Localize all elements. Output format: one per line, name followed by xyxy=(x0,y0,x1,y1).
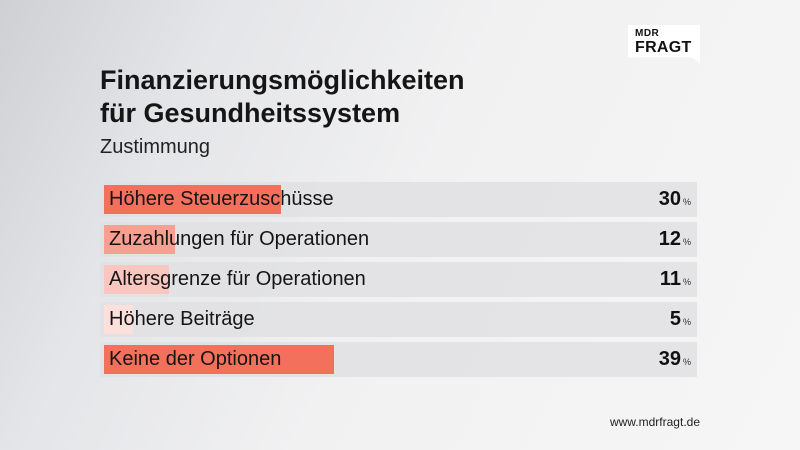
chart-title-line-1: Finanzierungsmöglichkeiten xyxy=(100,65,465,95)
bar-value-number: 5 xyxy=(669,308,681,330)
bar-row: Keine der Optionen 39% xyxy=(100,342,697,377)
bar xyxy=(104,305,133,334)
bar-value-unit: % xyxy=(682,277,691,287)
bar-value: 39% xyxy=(659,342,691,380)
chart-title: Finanzierungsmöglichkeiten für Gesundhei… xyxy=(100,64,620,130)
bar-value: 5% xyxy=(670,302,691,340)
bar-row: Höhere Beiträge 5% xyxy=(100,302,697,337)
bar-value-number: 11 xyxy=(659,268,681,290)
bar-row: Altersgrenze für Operationen 11% xyxy=(100,262,697,297)
bar xyxy=(104,185,281,214)
bar xyxy=(104,345,334,374)
logo-top-text: MDR xyxy=(635,28,660,39)
bar-value-unit: % xyxy=(682,197,691,207)
bar-value: 11% xyxy=(660,262,691,300)
mdr-fragt-logo: MDR FRAGT xyxy=(628,25,700,63)
bar xyxy=(104,225,175,254)
bar-value: 30% xyxy=(659,182,691,220)
bar-label: Höhere Steuerzuschüsse xyxy=(109,188,334,210)
bar xyxy=(104,265,169,294)
bar-label: Zuzahlungen für Operationen xyxy=(109,228,370,250)
bar-label: Altersgrenze für Operationen xyxy=(109,268,366,290)
bar-value-number: 39 xyxy=(658,348,681,370)
bar-label: Keine der Optionen xyxy=(109,348,282,370)
logo-bottom-text: FRAGT xyxy=(635,39,692,56)
bar-value-number: 12 xyxy=(658,228,681,250)
bar-row: Zuzahlungen für Operationen 12% xyxy=(100,222,697,257)
bar-value: 12% xyxy=(659,222,691,260)
chart-title-line-2: für Gesundheitssystem xyxy=(100,98,401,128)
bar-label: Höhere Beiträge xyxy=(109,308,255,330)
bar-value-unit: % xyxy=(682,317,691,327)
source-url: www.mdrfragt.de xyxy=(609,415,700,429)
bar-chart: Höhere Steuerzuschüsse 30% Zuzahlungen für… xyxy=(100,182,697,382)
bar-value-unit: % xyxy=(682,237,691,247)
bar-row: Höhere Steuerzuschüsse 30% xyxy=(100,182,697,217)
bar-value-number: 30 xyxy=(658,188,681,210)
bar-value-unit: % xyxy=(682,357,691,367)
chart-subtitle: Zustimmung xyxy=(100,136,211,158)
